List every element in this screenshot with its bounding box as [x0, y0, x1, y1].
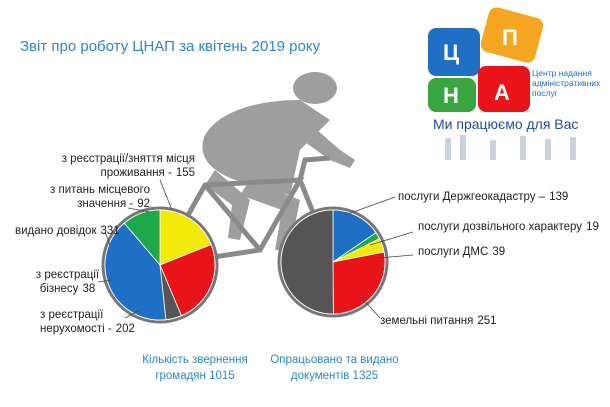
leaders: [97, 179, 414, 319]
label-value: 19: [586, 221, 599, 233]
slice-label: послуги Держгеокадастру –139: [398, 190, 598, 204]
total: Кількість звернення громадян 1015: [140, 352, 250, 384]
label-value: 202: [115, 323, 135, 335]
label-text: послуги Держгеокадастру –: [398, 191, 546, 203]
pie-slice: [159, 244, 216, 317]
label-value: 139: [549, 191, 569, 203]
total-label: Опрацьовано та видано документів: [270, 354, 399, 382]
label-value: 92: [137, 198, 150, 210]
label-value: 38: [82, 283, 96, 295]
total-label: Кількість звернення громадян: [142, 354, 248, 382]
pie-slice: [159, 209, 212, 266]
total: Опрацьовано та видано документів 1325: [262, 352, 407, 384]
slice-label: видано довідок 331: [15, 224, 135, 238]
label-value: 331: [100, 225, 120, 237]
pie-slice: [332, 209, 377, 263]
slice-label: з реєстрації/зняття місця проживання -15…: [45, 152, 195, 180]
total-value: 1015: [209, 370, 235, 382]
title: Звіт про роботу ЦНАП за квітень 2019 рок…: [20, 38, 321, 55]
wheel: [277, 206, 389, 318]
logo-letter: Ц: [443, 40, 459, 65]
slice-label: з реєстрації бізнесу 38: [30, 268, 105, 296]
logo: Ц П Н А: [428, 7, 576, 160]
pie-slice: [104, 222, 167, 321]
pie-slice: [332, 251, 386, 315]
label-text: послуги ДМС: [418, 246, 489, 258]
label-text: земельні питання: [380, 315, 474, 327]
label-value: 251: [477, 315, 497, 327]
label-value: 39: [492, 246, 506, 258]
label-text: з реєстрації нерухомості -: [40, 309, 112, 335]
pie-slice: [123, 209, 161, 267]
slice-label: з питань місцевого значення -92: [40, 183, 150, 211]
total-value: 1325: [352, 370, 379, 382]
wheel: [101, 206, 219, 324]
logo-letter: П: [502, 25, 518, 50]
label-value: 155: [175, 167, 195, 179]
slice-label: з реєстрації нерухомості -202: [40, 308, 170, 336]
logo-caption: Центр надання адміністративних послуг: [532, 68, 601, 98]
slice-label: послуги дозвільного характеру 19: [418, 220, 610, 234]
slice-label: земельні питання 251: [380, 314, 580, 328]
logo-letter: А: [494, 80, 510, 105]
label-text: з реєстрації/зняття місця проживання -: [61, 153, 195, 179]
label-text: послуги дозвільного характеру: [418, 221, 583, 233]
label-text: з реєстрації бізнесу: [35, 269, 100, 295]
slice-label: послуги ДМС 39: [418, 245, 568, 259]
label-text: з питань місцевого значення -: [50, 184, 150, 210]
label-text: видано довідок: [15, 225, 97, 237]
logo-letter: Н: [443, 83, 459, 108]
pie-slice: [280, 209, 334, 315]
slogan: Ми працюємо для Вас: [433, 116, 579, 132]
